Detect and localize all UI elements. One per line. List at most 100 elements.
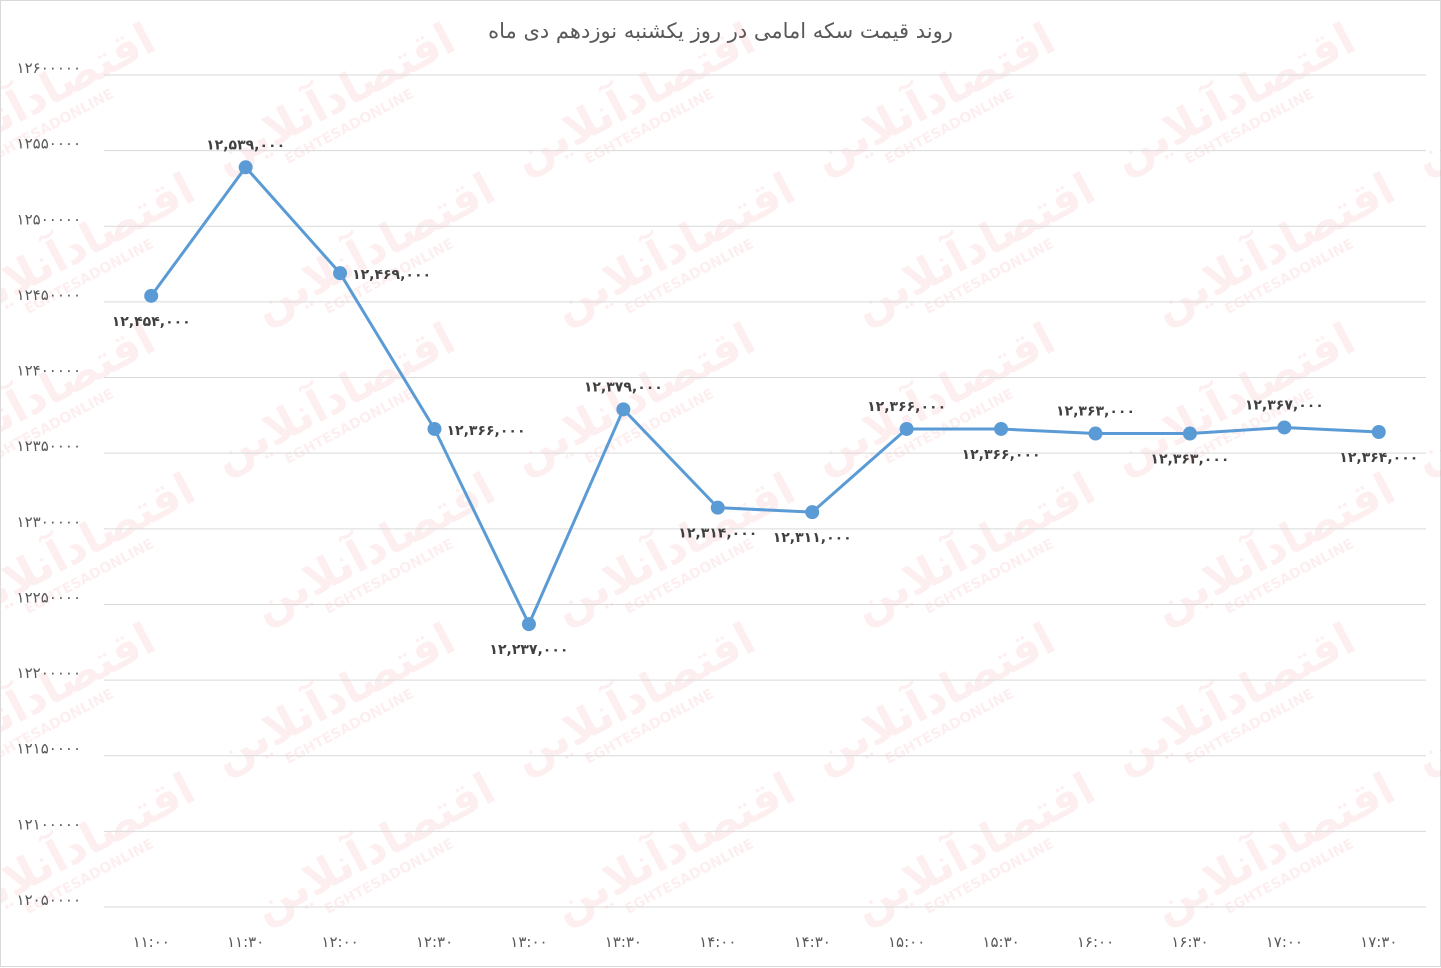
y-tick-label: ۱۲۵۰۰۰۰۰ <box>17 210 81 228</box>
data-point <box>710 500 725 515</box>
data-point <box>238 160 253 175</box>
data-label: ۱۲,۵۳۹,۰۰۰ <box>206 137 285 153</box>
data-label: ۱۲,۳۱۱,۰۰۰ <box>773 530 852 546</box>
data-point <box>333 266 348 281</box>
x-tick-label: ۱۴:۰۰ <box>699 933 736 951</box>
watermark-text: اقتصادآنلاین <box>844 461 1104 633</box>
x-tick-label: ۱۶:۰۰ <box>1077 933 1114 951</box>
watermark-text: اقتصادآنلاین <box>244 461 504 633</box>
data-point <box>1088 426 1103 441</box>
x-tick-label: ۱۵:۰۰ <box>888 933 925 951</box>
y-tick-label: ۱۲۲۰۰۰۰۰ <box>17 664 81 682</box>
watermark-text: اقتصادآنلاین <box>1404 11 1441 183</box>
data-point <box>1371 425 1386 440</box>
data-label: ۱۲,۴۶۹,۰۰۰ <box>352 267 431 283</box>
watermark-text: اقتصادآنلاین <box>1 311 163 483</box>
data-point <box>1182 426 1197 441</box>
data-point <box>899 421 914 436</box>
x-tick-label: ۱۶:۳۰ <box>1171 933 1208 951</box>
watermark-text: اقتصادآنلاین <box>504 311 764 483</box>
y-tick-label: ۱۲۳۵۰۰۰۰ <box>17 437 81 455</box>
watermark-text: اقتصادآنلاین <box>1104 11 1364 183</box>
watermark-text: اقتصادآنلاین <box>204 11 464 183</box>
data-label: ۱۲,۳۶۴,۰۰۰ <box>1339 450 1418 466</box>
x-tick-label: ۱۴:۳۰ <box>794 933 831 951</box>
watermark-text: اقتصادآنلاین <box>1144 461 1404 633</box>
x-tick-label: ۱۲:۰۰ <box>321 933 358 951</box>
watermark-text: اقتصادآنلاین <box>504 611 764 783</box>
data-label: ۱۲,۳۷۹,۰۰۰ <box>584 379 663 395</box>
data-label: ۱۲,۳۶۷,۰۰۰ <box>1245 397 1324 413</box>
series-line <box>150 165 1379 626</box>
y-tick-label: ۱۲۱۵۰۰۰۰ <box>17 740 81 758</box>
data-point <box>1277 420 1292 435</box>
data-point <box>994 421 1009 436</box>
data-label: ۱۲,۳۶۳,۰۰۰ <box>1056 404 1135 420</box>
data-label: ۱۲,۲۳۷,۰۰۰ <box>489 642 568 658</box>
x-tick-label: ۱۱:۰۰ <box>133 933 170 951</box>
data-label: ۱۲,۳۶۳,۰۰۰ <box>1150 452 1229 468</box>
data-label: ۱۲,۴۵۴,۰۰۰ <box>112 314 191 330</box>
watermark-text: اقتصادآنلاین <box>1104 311 1364 483</box>
data-point <box>427 421 442 436</box>
y-tick-label: ۱۲۱۰۰۰۰۰ <box>17 815 81 833</box>
data-point <box>805 505 820 520</box>
y-tick-label: ۱۲۲۵۰۰۰۰ <box>17 588 81 606</box>
x-tick-label: ۱۵:۳۰ <box>982 933 1019 951</box>
watermark-text: اقتصادآنلاین <box>204 611 464 783</box>
watermark-text: اقتصادآنلاین <box>244 161 504 333</box>
data-label: ۱۲,۳۱۴,۰۰۰ <box>678 526 757 542</box>
y-tick-label: ۱۲۴۰۰۰۰۰ <box>17 362 81 380</box>
watermark-text: اقتصادآنلاین <box>504 11 764 183</box>
y-tick-label: ۱۲۴۵۰۰۰۰ <box>17 286 81 304</box>
chart-title: روند قیمت سکه امامی در روز یکشنبه نوزدهم… <box>488 19 953 43</box>
x-tick-label: ۱۳:۳۰ <box>605 933 642 951</box>
y-tick-label: ۱۲۰۵۰۰۰۰ <box>17 891 81 909</box>
watermark-text: اقتصادآنلاین <box>844 161 1104 333</box>
data-label: ۱۲,۳۶۶,۰۰۰ <box>867 399 946 415</box>
watermark-text: اقتصادآنلاین <box>1404 611 1441 783</box>
y-tick-label: ۱۲۳۰۰۰۰۰ <box>17 513 81 531</box>
y-tick-label: ۱۲۶۰۰۰۰۰ <box>17 59 81 77</box>
data-label: ۱۲,۳۶۶,۰۰۰ <box>447 423 526 439</box>
data-point <box>616 402 631 417</box>
watermark-text: اقتصادآنلاین <box>544 461 804 633</box>
x-tick-label: ۱۲:۳۰ <box>416 933 453 951</box>
x-tick-label: ۱۷:۳۰ <box>1360 933 1397 951</box>
watermark-text: اقتصادآنلاین <box>544 161 804 333</box>
watermark-text: اقتصادآنلاین <box>1144 161 1404 333</box>
x-tick-label: ۱۷:۰۰ <box>1266 933 1303 951</box>
watermark-text: اقتصادآنلاین <box>204 311 464 483</box>
data-point <box>144 288 159 303</box>
data-point <box>521 617 536 632</box>
